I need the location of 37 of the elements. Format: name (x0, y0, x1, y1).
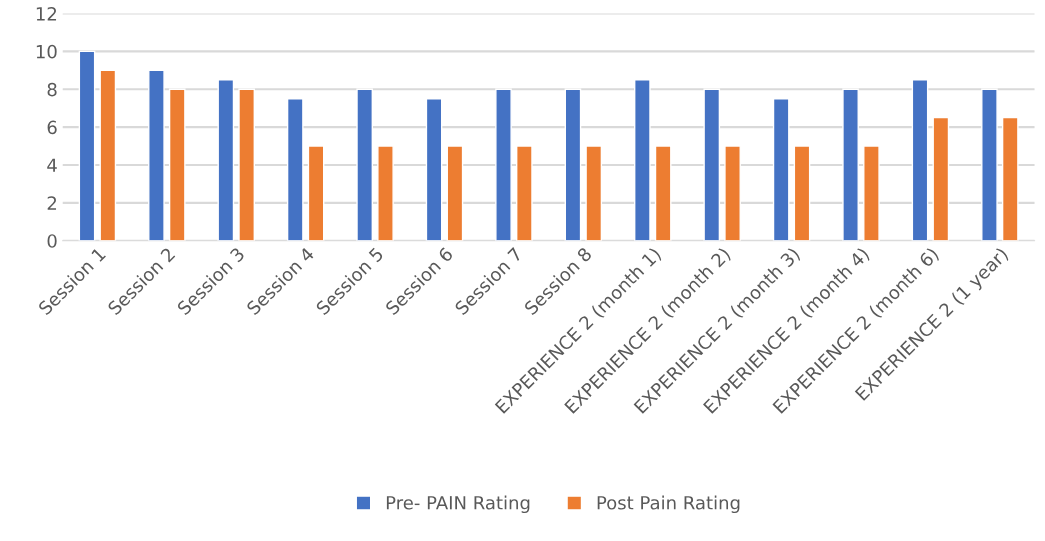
bar (148, 69, 165, 241)
bar (217, 79, 235, 241)
bar (564, 88, 582, 241)
legend-label: Pre- PAIN Rating (386, 495, 530, 514)
bar (911, 79, 929, 241)
legend-label: Post Pain Rating (597, 495, 740, 514)
y-tick-label: 2 (47, 196, 57, 210)
bar (863, 145, 880, 241)
bar (307, 145, 325, 241)
bar (634, 79, 651, 241)
bar (981, 88, 998, 241)
bar (78, 50, 96, 241)
bar (703, 88, 721, 241)
bar (446, 145, 464, 241)
y-tick-label: 4 (47, 158, 57, 172)
bar (286, 98, 304, 241)
bar (238, 88, 255, 241)
bar (932, 116, 950, 241)
bar (793, 145, 811, 241)
bar (585, 145, 603, 241)
bar (842, 88, 859, 241)
bar (99, 69, 117, 241)
bar (654, 145, 672, 241)
y-tick-label: 0 (47, 234, 57, 248)
bar (772, 98, 790, 241)
bar (425, 98, 443, 241)
y-tick-label: 6 (47, 120, 57, 135)
bar (168, 88, 186, 241)
bar (377, 145, 394, 241)
bar (495, 88, 512, 241)
y-tick-label: 8 (47, 82, 57, 97)
bar (356, 88, 373, 241)
y-tick-label: 10 (36, 44, 57, 59)
y-tick-label: 12 (36, 6, 57, 21)
bar (1001, 116, 1019, 241)
bar (515, 145, 533, 241)
bar (724, 145, 741, 241)
